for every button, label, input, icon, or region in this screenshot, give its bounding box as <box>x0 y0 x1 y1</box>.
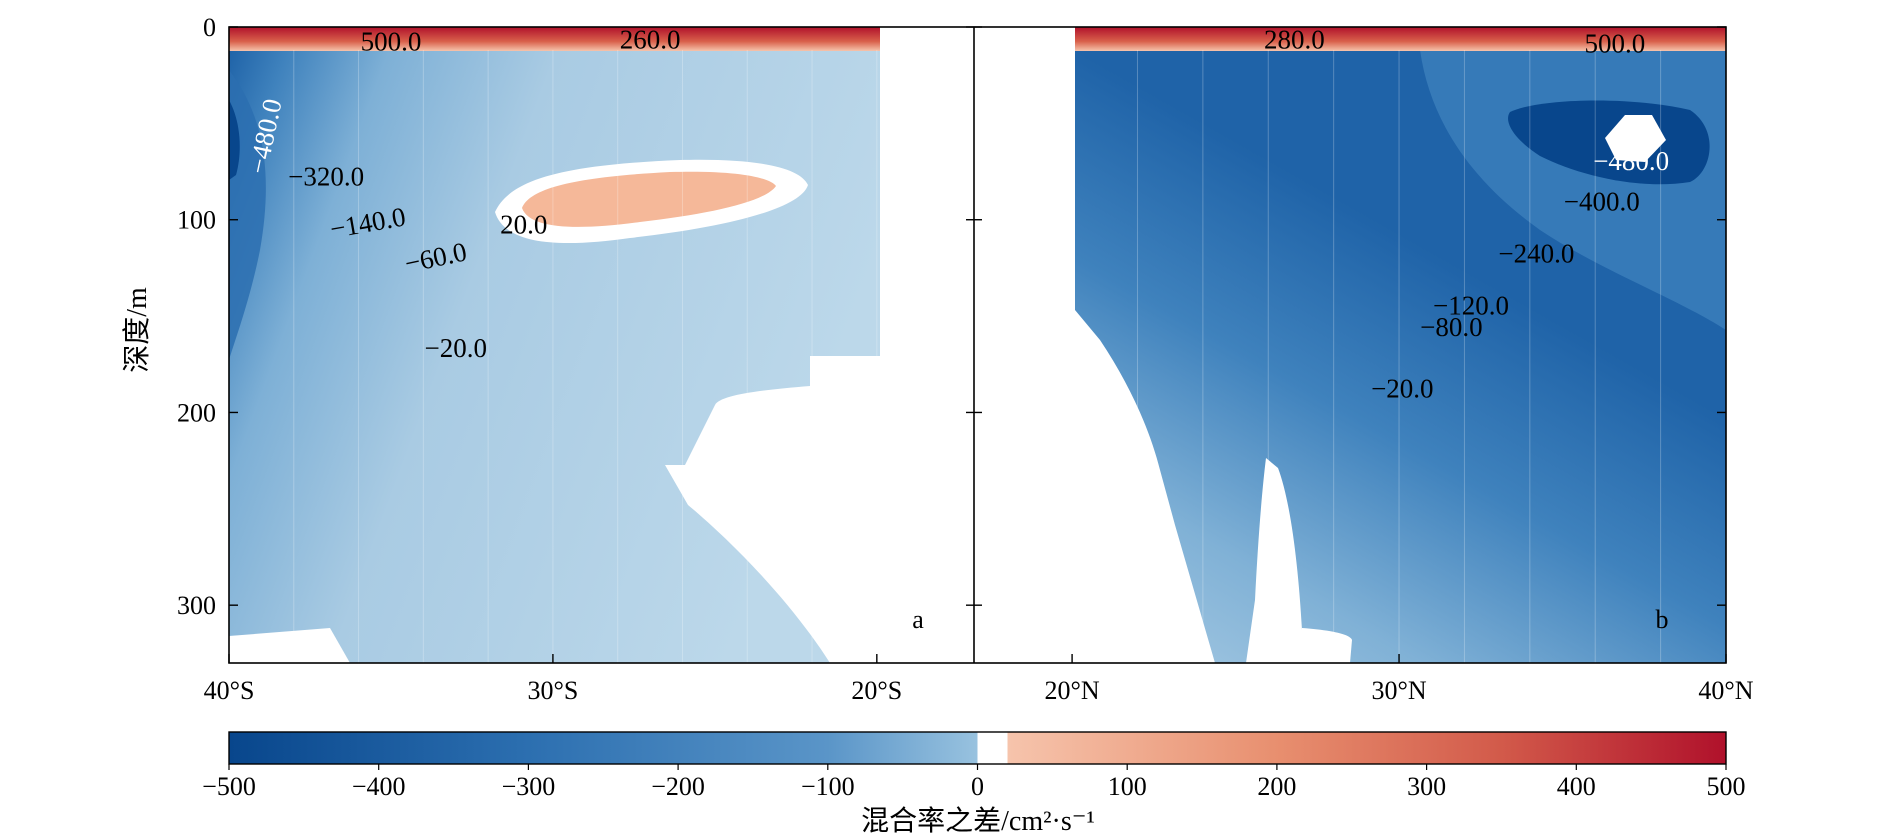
panel-b-no-data-bottom <box>1302 628 1352 663</box>
panel-b-core-gap <box>1605 115 1666 162</box>
panel-a-contour-labels: 500.0 260.0−480.0 −320.0−140.0−60.0−20.020… <box>243 25 681 363</box>
y-tick-label: 300 <box>177 591 216 620</box>
colorbar-tick-label: −300 <box>502 772 556 801</box>
panel-b-contour-labels: 280.0 500.0 −480.0 −400.0 −240.0 −120.0−80.0 −… <box>1264 25 1669 404</box>
colorbar-tick-label: 100 <box>1108 772 1147 801</box>
contour-label: 260.0 <box>620 25 681 55</box>
panel-b-land-mask <box>974 27 1075 663</box>
panel-a-no-data-bottom <box>229 628 350 663</box>
colorbar-tick-label: −400 <box>352 772 406 801</box>
panel-b-no-data-spike <box>1246 458 1308 663</box>
panel-a-grid <box>228 50 943 663</box>
y-axis-label: 深度/m <box>121 287 153 373</box>
y-axis: 0 100 200 300 <box>177 13 1726 620</box>
contour-label: −80.0 <box>1420 312 1482 342</box>
panel-a-surface-positive-layer <box>229 27 880 51</box>
panel-a-no-data-region <box>665 356 880 663</box>
panel-b-no-data-wedge <box>1075 310 1215 663</box>
colorbar-ticks: −500 −400 −300 −200 −100 0 100 200 300 400 500 <box>202 764 1746 801</box>
colorbar: −500 −400 −300 −200 −100 0 100 200 300 400 500 混合率… <box>202 731 1746 837</box>
colorbar-tick-label: −100 <box>801 772 855 801</box>
x-tick-label: 40°N <box>1698 676 1753 705</box>
x-axis: 40°S 30°S 20°S 20°N 30°N 40°N <box>204 654 1754 705</box>
colorbar-tick-label: 0 <box>971 772 984 801</box>
x-tick-label: 20°N <box>1044 676 1099 705</box>
colorbar-tick-label: 300 <box>1407 772 1446 801</box>
panel-a-positive-lens <box>522 171 776 227</box>
contour-label: 500.0 <box>361 27 422 57</box>
y-tick-label: 100 <box>177 206 216 235</box>
x-tick-label: 30°S <box>527 676 578 705</box>
x-tick-label: 40°S <box>204 676 255 705</box>
contour-label: 20.0 <box>500 210 547 240</box>
colorbar-label: 混合率之差/cm²·s⁻¹ <box>861 805 1095 837</box>
x-tick-label: 30°N <box>1371 676 1426 705</box>
colorbar-tick-label: 400 <box>1557 772 1596 801</box>
contour-label: −320.0 <box>288 161 364 191</box>
contour-label: −20.0 <box>424 333 486 363</box>
y-tick-label: 200 <box>177 398 216 427</box>
panel-a: 500.0 260.0−480.0 −320.0−140.0−60.0−20.020… <box>228 25 974 663</box>
panel-a-max-negative-region <box>229 100 240 180</box>
panel-b-letter: b <box>1656 605 1669 634</box>
panel-b-surface-positive-layer <box>1075 27 1726 51</box>
contour-label: −240.0 <box>1498 239 1574 269</box>
y-tick-label: 0 <box>203 13 216 42</box>
contour-label: 280.0 <box>1264 25 1325 55</box>
panel-b: 280.0 500.0 −480.0 −400.0 −240.0 −120.0−80.0 −… <box>974 25 1727 663</box>
panel-a-land-mask <box>880 27 974 663</box>
colorbar-tick-label: −500 <box>202 772 256 801</box>
colorbar-tick-label: 200 <box>1257 772 1296 801</box>
colorbar-tick-label: −200 <box>651 772 705 801</box>
contour-label: −400.0 <box>1564 187 1640 217</box>
x-tick-label: 20°S <box>851 676 902 705</box>
panel-b-grid <box>1006 50 1727 663</box>
contour-label: −480.0 <box>1593 146 1669 176</box>
contour-label: −20.0 <box>1371 373 1433 403</box>
colorbar-bar <box>228 731 1727 765</box>
contour-label: −120.0 <box>1433 291 1509 321</box>
contour-label: 500.0 <box>1584 28 1645 58</box>
colorbar-tick-label: 500 <box>1707 772 1746 801</box>
panel-a-letter: a <box>912 605 924 634</box>
